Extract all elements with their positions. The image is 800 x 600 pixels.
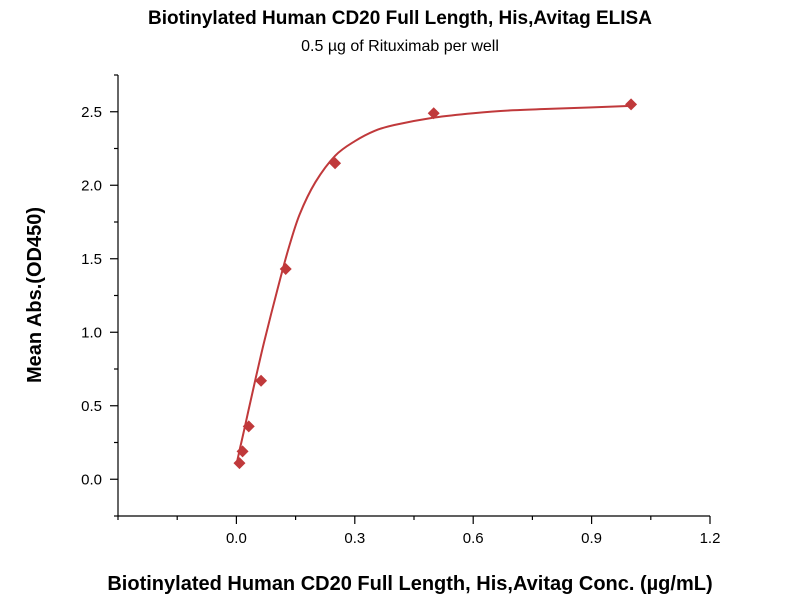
x-ticks: 0.0 0.3 0.6 0.9 1.2 xyxy=(117,516,721,547)
y-ticks: 0.0 0.5 1.0 1.5 2.0 2.5 xyxy=(81,74,118,517)
y-axis-title: Mean Abs.(OD450) xyxy=(24,207,46,383)
data-point xyxy=(279,263,292,276)
y-tick-label: 0.0 xyxy=(81,471,102,488)
axes xyxy=(117,75,710,517)
fit-curve xyxy=(235,104,632,465)
data-point xyxy=(255,374,268,387)
x-tick-label: 0.6 xyxy=(463,530,484,547)
x-tick-label: 0.9 xyxy=(581,530,602,547)
x-axis-title: Biotinylated Human CD20 Full Length, His… xyxy=(107,573,712,595)
data-point xyxy=(427,107,440,120)
data-points xyxy=(233,98,638,470)
chart-title: Biotinylated Human CD20 Full Length, His… xyxy=(148,8,652,29)
y-tick-label: 2.0 xyxy=(81,177,102,194)
data-point xyxy=(329,157,342,170)
y-tick-label: 1.0 xyxy=(81,324,102,341)
y-tick-label: 0.5 xyxy=(81,398,102,415)
data-point xyxy=(236,445,249,458)
data-point xyxy=(242,420,255,433)
y-tick-label: 1.5 xyxy=(81,251,102,268)
x-tick-label: 0.0 xyxy=(226,530,247,547)
y-tick-label: 2.5 xyxy=(81,104,102,121)
x-tick-label: 1.2 xyxy=(700,530,721,547)
data-point xyxy=(233,457,246,470)
x-tick-label: 0.3 xyxy=(344,530,365,547)
chart-subtitle: 0.5 µg of Rituximab per well xyxy=(301,38,499,55)
data-point xyxy=(625,98,638,111)
